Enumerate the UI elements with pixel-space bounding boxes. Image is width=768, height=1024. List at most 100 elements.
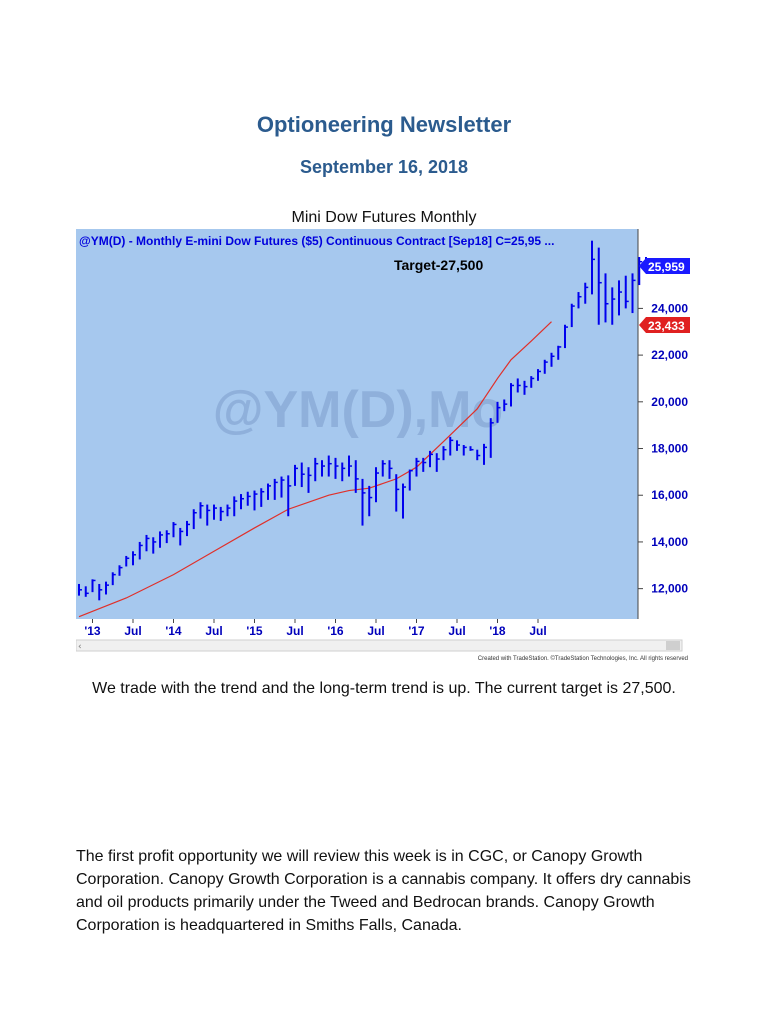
price-bar bbox=[226, 504, 231, 517]
price-bar bbox=[503, 399, 508, 412]
price-bar bbox=[172, 522, 177, 538]
price-bar bbox=[307, 467, 312, 493]
date-axis-label: '13 bbox=[84, 624, 101, 638]
price-tag-label: 25,959 bbox=[648, 260, 685, 274]
price-bar bbox=[159, 531, 163, 548]
price-bar bbox=[456, 440, 460, 451]
price-bar bbox=[253, 490, 258, 511]
price-bar bbox=[314, 457, 319, 482]
date-axis-label: '15 bbox=[246, 624, 263, 638]
chart-header: @YM(D) - Monthly E-mini Dow Futures ($5)… bbox=[79, 234, 554, 248]
price-bar bbox=[165, 530, 170, 544]
date-axis-label: '14 bbox=[165, 624, 182, 638]
price-bar bbox=[564, 324, 568, 349]
price-axis-label: 18,000 bbox=[651, 442, 688, 456]
price-bar bbox=[375, 467, 379, 503]
newsletter-date: September 16, 2018 bbox=[299, 157, 469, 177]
trend-paragraph: We trade with the trend and the long-ter… bbox=[92, 680, 676, 697]
price-bar bbox=[145, 534, 150, 552]
price-tag: 25,959 bbox=[639, 258, 690, 274]
price-bar bbox=[348, 455, 352, 477]
price-tag-shape bbox=[639, 258, 690, 274]
price-bar bbox=[408, 469, 413, 491]
price-bar bbox=[233, 496, 238, 517]
price-bar bbox=[449, 436, 454, 456]
price-bar bbox=[611, 287, 616, 325]
price-bar bbox=[240, 494, 244, 510]
date-axis-label: '17 bbox=[408, 624, 425, 638]
price-bar bbox=[84, 586, 89, 597]
scrollbar-thumb[interactable] bbox=[666, 641, 680, 650]
price-bar bbox=[199, 502, 204, 519]
price-bar bbox=[294, 464, 298, 486]
price-axis-label: 12,000 bbox=[651, 582, 688, 596]
price-bar bbox=[577, 292, 582, 309]
price-bar bbox=[260, 488, 265, 507]
price-bar bbox=[327, 455, 332, 477]
price-bar bbox=[334, 457, 339, 479]
price-bar bbox=[91, 579, 96, 593]
date-axis-panel bbox=[76, 619, 690, 639]
price-bar bbox=[462, 445, 467, 456]
scroll-left-icon[interactable]: ‹ bbox=[78, 642, 82, 652]
price-bar bbox=[395, 474, 400, 512]
price-bar bbox=[186, 520, 190, 537]
price-bar bbox=[388, 460, 393, 479]
price-bar bbox=[111, 572, 116, 586]
price-bar bbox=[273, 478, 278, 500]
scrollbar-track[interactable] bbox=[76, 639, 683, 652]
horizontal-scrollbar[interactable]: ‹ bbox=[76, 639, 683, 652]
price-axis-label: 20,000 bbox=[651, 395, 688, 409]
price-bar bbox=[496, 401, 501, 423]
price-bar bbox=[550, 352, 555, 367]
price-bars-layer bbox=[78, 240, 649, 601]
price-bar bbox=[584, 282, 589, 304]
date-axis-label: Jul bbox=[367, 624, 384, 638]
price-bar bbox=[516, 378, 521, 393]
price-bar bbox=[624, 275, 629, 309]
chart-caption: Mini Dow Futures Monthly bbox=[291, 209, 477, 226]
price-bar bbox=[368, 485, 373, 517]
date-axis-label: Jul bbox=[529, 624, 546, 638]
price-bar bbox=[152, 537, 157, 554]
price-bar bbox=[125, 555, 130, 567]
price-bar bbox=[604, 273, 609, 323]
price-bar bbox=[267, 483, 271, 500]
date-axis-label: Jul bbox=[448, 624, 465, 638]
price-bar bbox=[321, 460, 325, 477]
chart-credit: Created with TradeStation. ©TradeStation… bbox=[478, 655, 688, 662]
chart-svg: @YM(D),Mo @YM(D) - Monthly E-mini Dow Fu… bbox=[76, 229, 690, 662]
price-bar bbox=[219, 506, 224, 521]
chart-watermark: @YM(D),Mo bbox=[213, 381, 503, 439]
price-bar bbox=[138, 541, 143, 560]
price-axis-label: 16,000 bbox=[651, 488, 688, 502]
price-bar bbox=[341, 462, 346, 482]
price-bar bbox=[179, 527, 184, 546]
price-axis: 12,000 14,000 16,000 18,000 20,000 22,000 24,0… bbox=[638, 301, 688, 596]
price-bar bbox=[631, 273, 636, 314]
price-bar bbox=[300, 462, 305, 488]
price-bar bbox=[132, 551, 136, 566]
date-axis-label: Jul bbox=[205, 624, 222, 638]
price-bar bbox=[523, 380, 528, 395]
price-bar bbox=[78, 583, 82, 596]
price-bar bbox=[206, 504, 211, 526]
price-bar bbox=[618, 280, 622, 316]
price-bar bbox=[510, 383, 514, 407]
cgc-paragraph: The first profit opportunity we will rev… bbox=[76, 848, 691, 934]
price-bar bbox=[422, 457, 427, 472]
price-axis-label: 22,000 bbox=[651, 348, 688, 362]
axis-panel bbox=[638, 229, 690, 619]
newsletter-title: Optioneering Newsletter bbox=[256, 112, 512, 137]
plot-background bbox=[76, 229, 638, 619]
date-axis-label: '18 bbox=[489, 624, 506, 638]
price-bar bbox=[543, 359, 548, 374]
price-bar bbox=[361, 478, 366, 526]
price-bar bbox=[280, 476, 285, 498]
price-bar bbox=[192, 509, 197, 530]
target-annotation: Target-27,500 bbox=[394, 257, 483, 273]
date-axis-label: '16 bbox=[327, 624, 344, 638]
price-bar bbox=[118, 565, 123, 576]
ma-tag-label: 23,433 bbox=[648, 319, 685, 333]
price-bar bbox=[476, 449, 481, 461]
